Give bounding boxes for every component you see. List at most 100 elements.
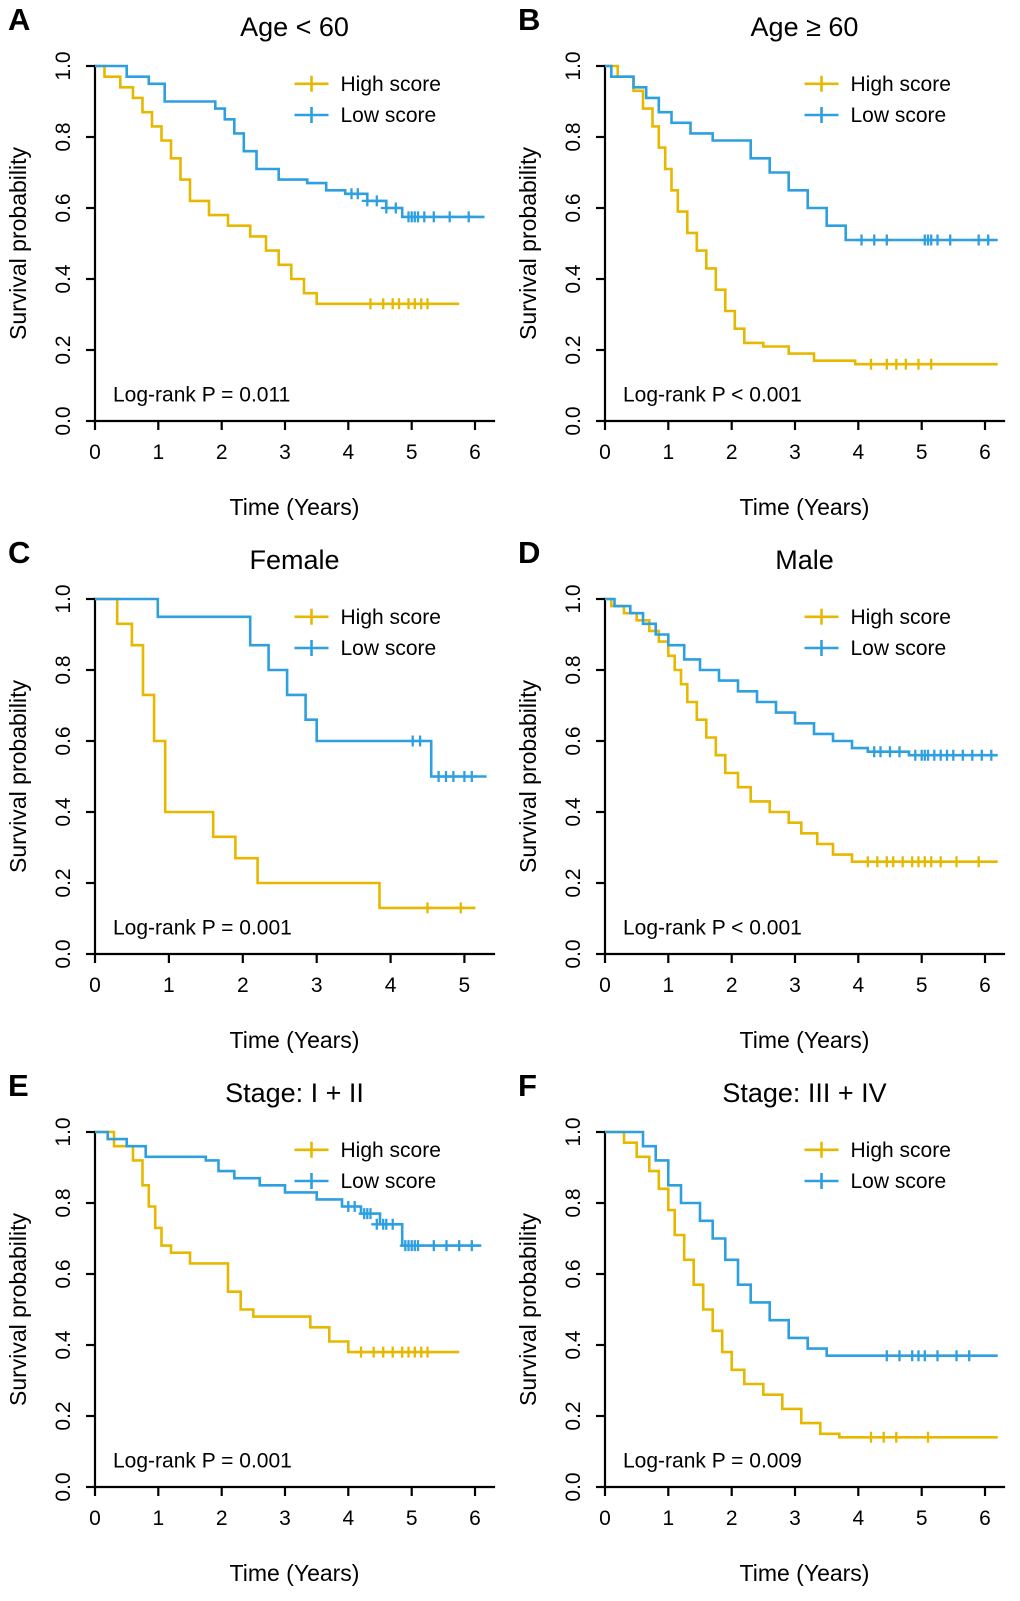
km-plot-c: 0 1 2 3 4 5 0.0 0.2 0.4 0.6 0.8 1.0 Time (Years) Surv… [5, 585, 496, 1053]
svg-text:0.0: 0.0 [562, 1472, 585, 1501]
svg-text:6: 6 [979, 974, 991, 997]
svg-text:0.8: 0.8 [52, 655, 75, 684]
panel-title: Stage: I + II [225, 1078, 364, 1108]
svg-text:Log-rank P = 0.009: Log-rank P = 0.009 [623, 1450, 802, 1473]
svg-text:High score: High score [851, 606, 951, 629]
svg-text:0.2: 0.2 [562, 335, 585, 364]
svg-text:0: 0 [599, 1507, 611, 1530]
panel-letter: E [8, 1068, 29, 1103]
svg-text:1.0: 1.0 [562, 585, 585, 614]
svg-text:1: 1 [662, 1507, 674, 1530]
svg-text:0.6: 0.6 [52, 193, 75, 222]
svg-text:Time (Years): Time (Years) [230, 1560, 360, 1586]
panel-header: E Stage: I + II [0, 1066, 510, 1118]
svg-text:0.0: 0.0 [52, 939, 75, 968]
svg-text:0.8: 0.8 [562, 655, 585, 684]
svg-text:3: 3 [789, 974, 801, 997]
km-panel-b: B Age ≥ 60 0 1 2 3 4 5 6 0.0 0.2 0.4 0.6 0.8 1.0 Time… [510, 0, 1020, 533]
svg-text:1: 1 [152, 441, 164, 464]
panel-letter: C [8, 535, 31, 570]
svg-text:High score: High score [341, 1139, 441, 1162]
svg-text:5: 5 [459, 974, 471, 997]
svg-text:1.0: 1.0 [52, 1118, 75, 1147]
svg-text:0.0: 0.0 [52, 1472, 75, 1501]
svg-text:0.2: 0.2 [52, 868, 75, 897]
svg-text:0: 0 [89, 1507, 101, 1530]
svg-text:6: 6 [469, 441, 481, 464]
panel-title: Stage: III + IV [722, 1078, 887, 1108]
svg-text:0.4: 0.4 [52, 264, 75, 294]
svg-text:1.0: 1.0 [562, 1118, 585, 1147]
svg-text:1.0: 1.0 [562, 52, 585, 81]
svg-text:1: 1 [163, 974, 175, 997]
svg-text:Log-rank P < 0.001: Log-rank P < 0.001 [623, 917, 802, 940]
svg-text:Log-rank P < 0.001: Log-rank P < 0.001 [623, 384, 802, 407]
svg-text:1.0: 1.0 [52, 585, 75, 614]
panel-letter: D [518, 535, 541, 570]
svg-text:Low score: Low score [341, 637, 437, 660]
svg-text:Low score: Low score [851, 1170, 947, 1193]
svg-text:0.6: 0.6 [562, 1259, 585, 1288]
svg-text:0.8: 0.8 [562, 122, 585, 151]
panel-title: Age < 60 [240, 12, 349, 42]
km-plot-e: 0 1 2 3 4 5 6 0.0 0.2 0.4 0.6 0.8 1.0 Time (Years) Sur… [5, 1118, 496, 1586]
svg-text:0.8: 0.8 [52, 122, 75, 151]
svg-text:3: 3 [279, 1507, 291, 1530]
svg-text:Time (Years): Time (Years) [740, 1560, 870, 1586]
svg-text:High score: High score [851, 1139, 951, 1162]
svg-text:0.6: 0.6 [52, 726, 75, 755]
svg-text:4: 4 [852, 974, 864, 997]
svg-text:0.4: 0.4 [562, 1330, 585, 1360]
svg-text:Time (Years): Time (Years) [740, 1027, 870, 1053]
svg-text:0.2: 0.2 [562, 868, 585, 897]
svg-text:2: 2 [726, 974, 738, 997]
svg-text:2: 2 [726, 1507, 738, 1530]
svg-text:5: 5 [406, 441, 418, 464]
svg-text:5: 5 [916, 1507, 928, 1530]
svg-text:0: 0 [599, 974, 611, 997]
svg-text:3: 3 [789, 441, 801, 464]
svg-text:0.4: 0.4 [562, 264, 585, 294]
svg-text:Survival probability: Survival probability [5, 679, 31, 873]
svg-text:3: 3 [311, 974, 323, 997]
km-plot-b: 0 1 2 3 4 5 6 0.0 0.2 0.4 0.6 0.8 1.0 Time (Years) Sur… [515, 52, 1006, 520]
svg-text:5: 5 [916, 974, 928, 997]
svg-text:0.6: 0.6 [562, 726, 585, 755]
svg-text:Low score: Low score [341, 104, 437, 127]
svg-text:Low score: Low score [851, 637, 947, 660]
km-plot-a: 0 1 2 3 4 5 6 0.0 0.2 0.4 0.6 0.8 1.0 Time (Years) Sur… [5, 52, 496, 520]
svg-text:High score: High score [341, 606, 441, 629]
svg-text:4: 4 [342, 1507, 354, 1530]
svg-text:0: 0 [89, 441, 101, 464]
svg-text:0.4: 0.4 [562, 797, 585, 827]
panel-header: C Female [0, 533, 510, 585]
km-plot-d: 0 1 2 3 4 5 6 0.0 0.2 0.4 0.6 0.8 1.0 Time (Years) Sur… [515, 585, 1006, 1053]
km-panel-e: E Stage: I + II 0 1 2 3 4 5 6 0.0 0.2 0.4 0.6 0.8 1.… [0, 1066, 510, 1599]
km-panel-c: C Female 0 1 2 3 4 5 0.0 0.2 0.4 0.6 0.8 1.0 Time (Y… [0, 533, 510, 1066]
svg-text:4: 4 [342, 441, 354, 464]
svg-text:0.6: 0.6 [562, 193, 585, 222]
svg-text:5: 5 [916, 441, 928, 464]
svg-text:2: 2 [216, 1507, 228, 1530]
svg-text:1.0: 1.0 [52, 52, 75, 81]
svg-text:Log-rank P = 0.001: Log-rank P = 0.001 [113, 917, 292, 940]
svg-text:4: 4 [852, 441, 864, 464]
panel-header: D Male [510, 533, 1020, 585]
panel-title: Female [249, 545, 340, 575]
km-panel-d: D Male 0 1 2 3 4 5 6 0.0 0.2 0.4 0.6 0.8 1.0 Time (Ye… [510, 533, 1020, 1066]
svg-text:0.0: 0.0 [562, 406, 585, 435]
svg-text:1: 1 [662, 974, 674, 997]
svg-text:2: 2 [237, 974, 249, 997]
svg-text:Survival probability: Survival probability [515, 679, 541, 873]
svg-text:High score: High score [341, 73, 441, 96]
svg-text:0.2: 0.2 [52, 1401, 75, 1430]
svg-text:5: 5 [406, 1507, 418, 1530]
svg-text:0.2: 0.2 [562, 1401, 585, 1430]
svg-text:3: 3 [789, 1507, 801, 1530]
km-plot-f: 0 1 2 3 4 5 6 0.0 0.2 0.4 0.6 0.8 1.0 Time (Years) Sur… [515, 1118, 1006, 1586]
svg-text:2: 2 [726, 441, 738, 464]
svg-text:High score: High score [851, 73, 951, 96]
km-panel-a: A Age < 60 0 1 2 3 4 5 6 0.0 0.2 0.4 0.6 0.8 1.0 Time… [0, 0, 510, 533]
svg-text:0: 0 [89, 974, 101, 997]
km-panel-f: F Stage: III + IV 0 1 2 3 4 5 6 0.0 0.2 0.4 0.6 0.8… [510, 1066, 1020, 1599]
